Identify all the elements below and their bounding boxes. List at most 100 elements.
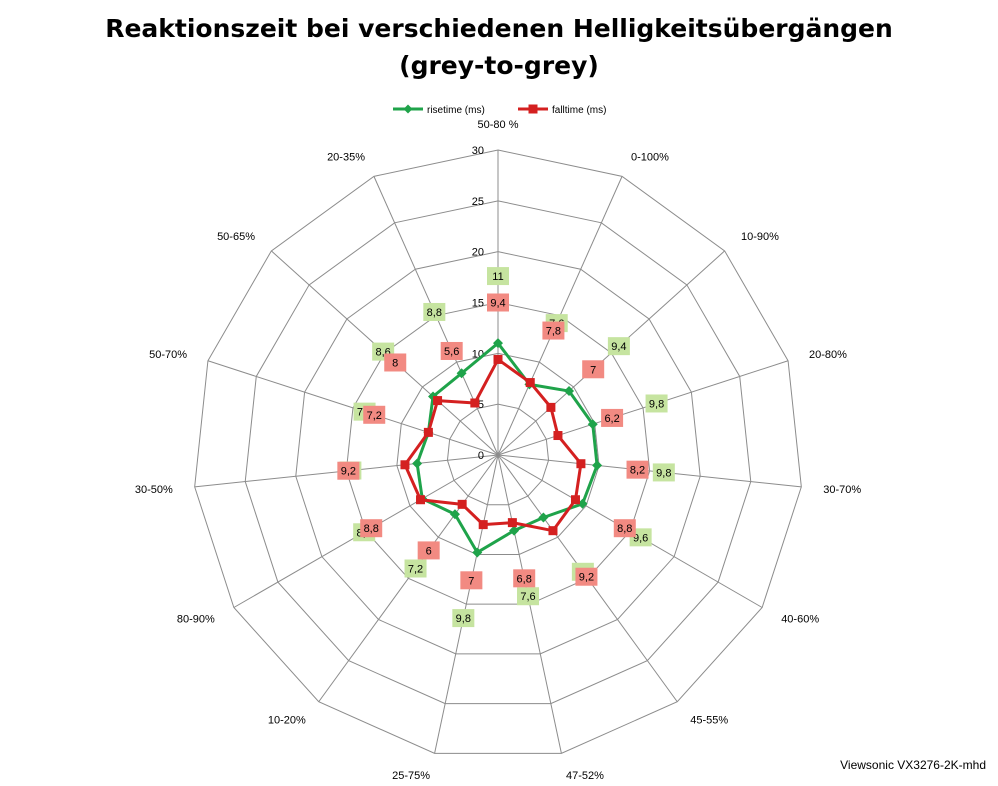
tick-label: 0 xyxy=(478,450,484,462)
category-label: 20-80% xyxy=(809,349,847,361)
data-label: 7,2 xyxy=(367,410,382,422)
legend-label: falltime (ms) xyxy=(552,105,606,116)
data-label-bg xyxy=(601,408,624,427)
series-line xyxy=(415,342,599,554)
data-label: 8,8 xyxy=(364,523,379,535)
tick-label: 25 xyxy=(472,196,484,208)
category-label: 50-80 % xyxy=(478,119,519,131)
data-label-bg xyxy=(513,569,536,588)
chart-title: Reaktionszeit bei verschiedenen Helligke… xyxy=(0,10,998,84)
data-point xyxy=(564,386,575,397)
data-point xyxy=(416,495,426,505)
grid-spoke xyxy=(318,454,499,703)
data-label-bg xyxy=(645,394,668,413)
grid-ring xyxy=(295,251,701,655)
grid-spoke xyxy=(497,454,802,488)
grid-ring xyxy=(446,403,550,506)
category-label: 80-90% xyxy=(177,614,215,626)
data-label-bg xyxy=(652,463,675,482)
data-label: 7,2 xyxy=(408,564,423,576)
data-label: 7 xyxy=(590,364,596,376)
data-point xyxy=(546,402,556,412)
data-label: 6 xyxy=(426,545,432,557)
data-point xyxy=(423,427,433,437)
data-point xyxy=(553,431,563,441)
tick-label: 20 xyxy=(472,247,484,259)
category-labels: 50-80 % 0-100% 10-90% 20-80% 30-70% 40-60% 45-… xyxy=(135,119,861,782)
data-point xyxy=(577,498,588,509)
tick-label: 30 xyxy=(472,145,484,157)
data-point xyxy=(449,509,460,520)
data-point xyxy=(592,460,603,471)
data-point xyxy=(507,518,517,528)
data-label-bg xyxy=(626,460,649,479)
category-label: 10-20% xyxy=(268,715,306,727)
legend-marker xyxy=(528,104,538,114)
data-label-bg xyxy=(417,541,440,560)
data-label: 9,4 xyxy=(490,298,505,310)
data-label-bg xyxy=(337,461,360,480)
category-label: 30-70% xyxy=(823,484,861,496)
category-label: 40-60% xyxy=(781,614,819,626)
data-label: 9,8 xyxy=(649,398,664,410)
data-point xyxy=(570,495,580,505)
chart-title-line-2: (grey-to-grey) xyxy=(399,51,599,80)
data-label-bg xyxy=(452,609,475,628)
data-point xyxy=(509,525,520,536)
data-label: 9,2 xyxy=(579,572,594,584)
data-label: 8,2 xyxy=(630,465,645,477)
category-label: 47-52% xyxy=(566,770,604,782)
data-point xyxy=(478,520,488,530)
category-label: 20-35% xyxy=(327,151,365,163)
data-label: 8 xyxy=(392,357,398,369)
legend-marker xyxy=(403,104,413,114)
grid-spoke xyxy=(497,360,789,456)
data-point xyxy=(548,526,558,536)
grid-spoke xyxy=(434,454,499,754)
data-point xyxy=(400,460,410,470)
legend: risetime (ms) falltime (ms) xyxy=(393,104,606,116)
data-point xyxy=(493,354,503,364)
data-point xyxy=(538,512,549,523)
data-label-bg xyxy=(487,267,509,286)
data-point xyxy=(433,396,443,406)
data-label-bg xyxy=(582,360,605,379)
radar-grid xyxy=(194,149,802,754)
data-label-bg xyxy=(487,293,509,312)
data-labels: 117,69,49,89,89,67,67,69,87,28,687,28,68… xyxy=(337,267,675,628)
tick-label: 5 xyxy=(478,399,484,411)
grid-ring xyxy=(345,301,651,605)
data-label: 7,6 xyxy=(520,591,535,603)
data-label-bg xyxy=(460,571,483,590)
grid-ring xyxy=(244,200,752,705)
grid-ring xyxy=(396,352,600,555)
data-label: 9,8 xyxy=(656,467,671,479)
data-label-bg xyxy=(404,559,427,578)
series-line xyxy=(403,358,583,533)
tick-label: 15 xyxy=(472,298,484,310)
data-label: 6,8 xyxy=(517,573,532,585)
data-label-bg xyxy=(363,405,386,424)
data-label: 9,4 xyxy=(611,341,626,353)
grid-ring xyxy=(194,149,802,754)
data-label-bg xyxy=(423,302,446,321)
category-label: 25-75% xyxy=(392,770,430,782)
data-point xyxy=(412,458,423,469)
data-label-bg xyxy=(384,353,407,372)
data-point xyxy=(472,547,483,558)
watermark: Viewsonic VX3276-2K-mhd xyxy=(840,758,986,772)
data-label: 5,6 xyxy=(444,346,459,358)
data-point xyxy=(587,419,598,430)
series-lines xyxy=(400,338,603,558)
data-point xyxy=(493,338,503,349)
category-label: 50-65% xyxy=(217,231,255,243)
data-label: 9,8 xyxy=(456,613,471,625)
category-label: 10-90% xyxy=(741,231,779,243)
data-point xyxy=(470,398,480,408)
data-point xyxy=(525,378,535,388)
chart-title-line-1: Reaktionszeit bei verschiedenen Helligke… xyxy=(105,14,893,43)
data-label: 7 xyxy=(468,575,474,587)
data-label-bg xyxy=(607,337,630,356)
data-point xyxy=(456,368,467,379)
